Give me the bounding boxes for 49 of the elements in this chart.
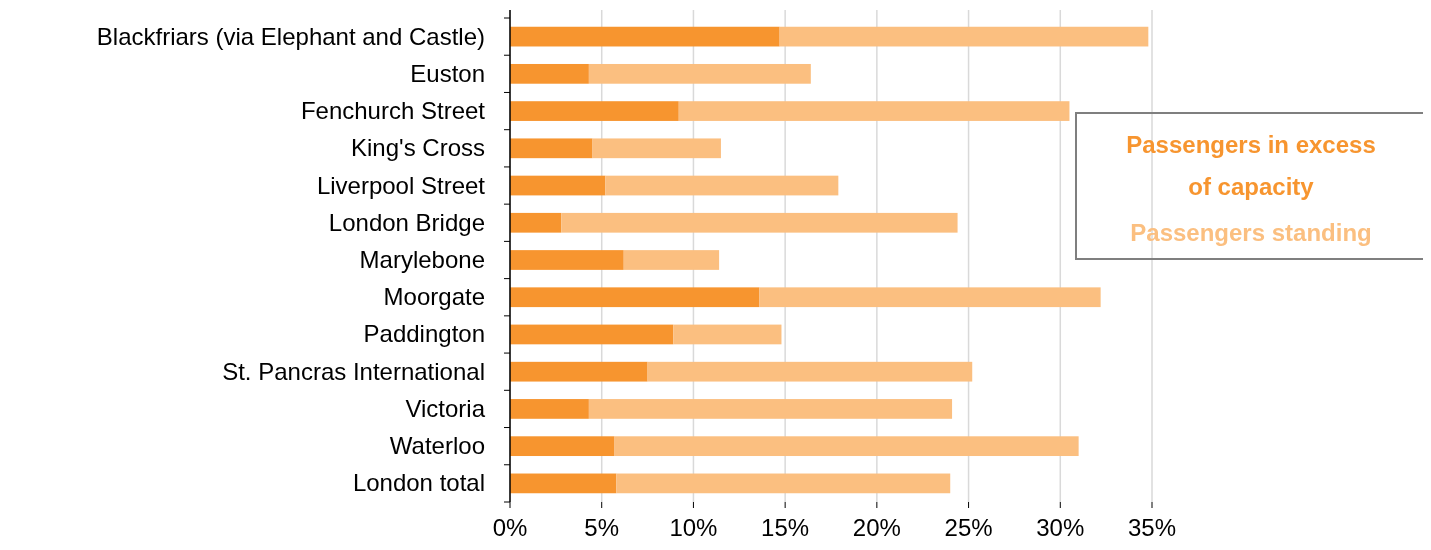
bar — [647, 361, 973, 382]
text: Passengers in excess of capacity — [1126, 131, 1376, 200]
y-tick-label: Waterloo — [389, 432, 485, 460]
y-tick-label: Euston — [410, 59, 485, 87]
y-tick-label: London total — [352, 469, 485, 497]
bar — [759, 287, 1101, 308]
bar — [779, 26, 1149, 47]
bar — [588, 63, 811, 84]
bar — [510, 63, 589, 84]
bar — [510, 399, 589, 419]
bar — [592, 138, 721, 159]
x-tick-label: 15% — [761, 514, 810, 541]
bar — [510, 361, 648, 382]
bar — [673, 324, 782, 345]
y-tick-label: King's Cross — [351, 134, 485, 162]
x-tick-label: 20% — [852, 514, 901, 541]
x-tick-label: 5% — [584, 514, 620, 541]
bar — [510, 287, 760, 308]
y-tick-label: Marylebone — [359, 246, 485, 273]
bar — [510, 175, 606, 196]
x-tick-label: 30% — [1036, 514, 1085, 541]
y-tick-label: Victoria — [405, 394, 486, 422]
y-tick-label: Paddington — [363, 320, 485, 348]
bar — [614, 436, 1079, 457]
bar — [510, 26, 780, 47]
y-tick-label: Liverpool Street — [316, 171, 486, 199]
y-tick-label: Blackfriars (via Elephant and Castle) — [96, 22, 485, 50]
bar — [588, 399, 953, 419]
x-tick-label: 35% — [1127, 514, 1177, 541]
bar — [605, 175, 839, 196]
x-tick-label: 10% — [669, 514, 718, 541]
bar — [623, 250, 720, 270]
bar — [510, 250, 624, 270]
x-tick-label: 25% — [944, 514, 993, 541]
bar — [678, 101, 1070, 121]
y-tick-label: London Bridge — [328, 208, 485, 236]
y-tick-label: Moorgate — [383, 283, 485, 311]
bar — [561, 212, 958, 233]
x-tick-label: 0% — [492, 514, 528, 541]
bar — [616, 473, 951, 494]
text: Passengers standing — [1130, 219, 1372, 246]
bar — [510, 436, 615, 457]
y-tick-label: St. Pancras International — [222, 357, 485, 385]
bar — [510, 101, 679, 121]
y-tick-label: Fenchurch Street — [300, 97, 486, 125]
bar — [510, 473, 617, 494]
bar — [510, 212, 562, 233]
bar — [510, 138, 593, 159]
bar — [510, 324, 674, 345]
